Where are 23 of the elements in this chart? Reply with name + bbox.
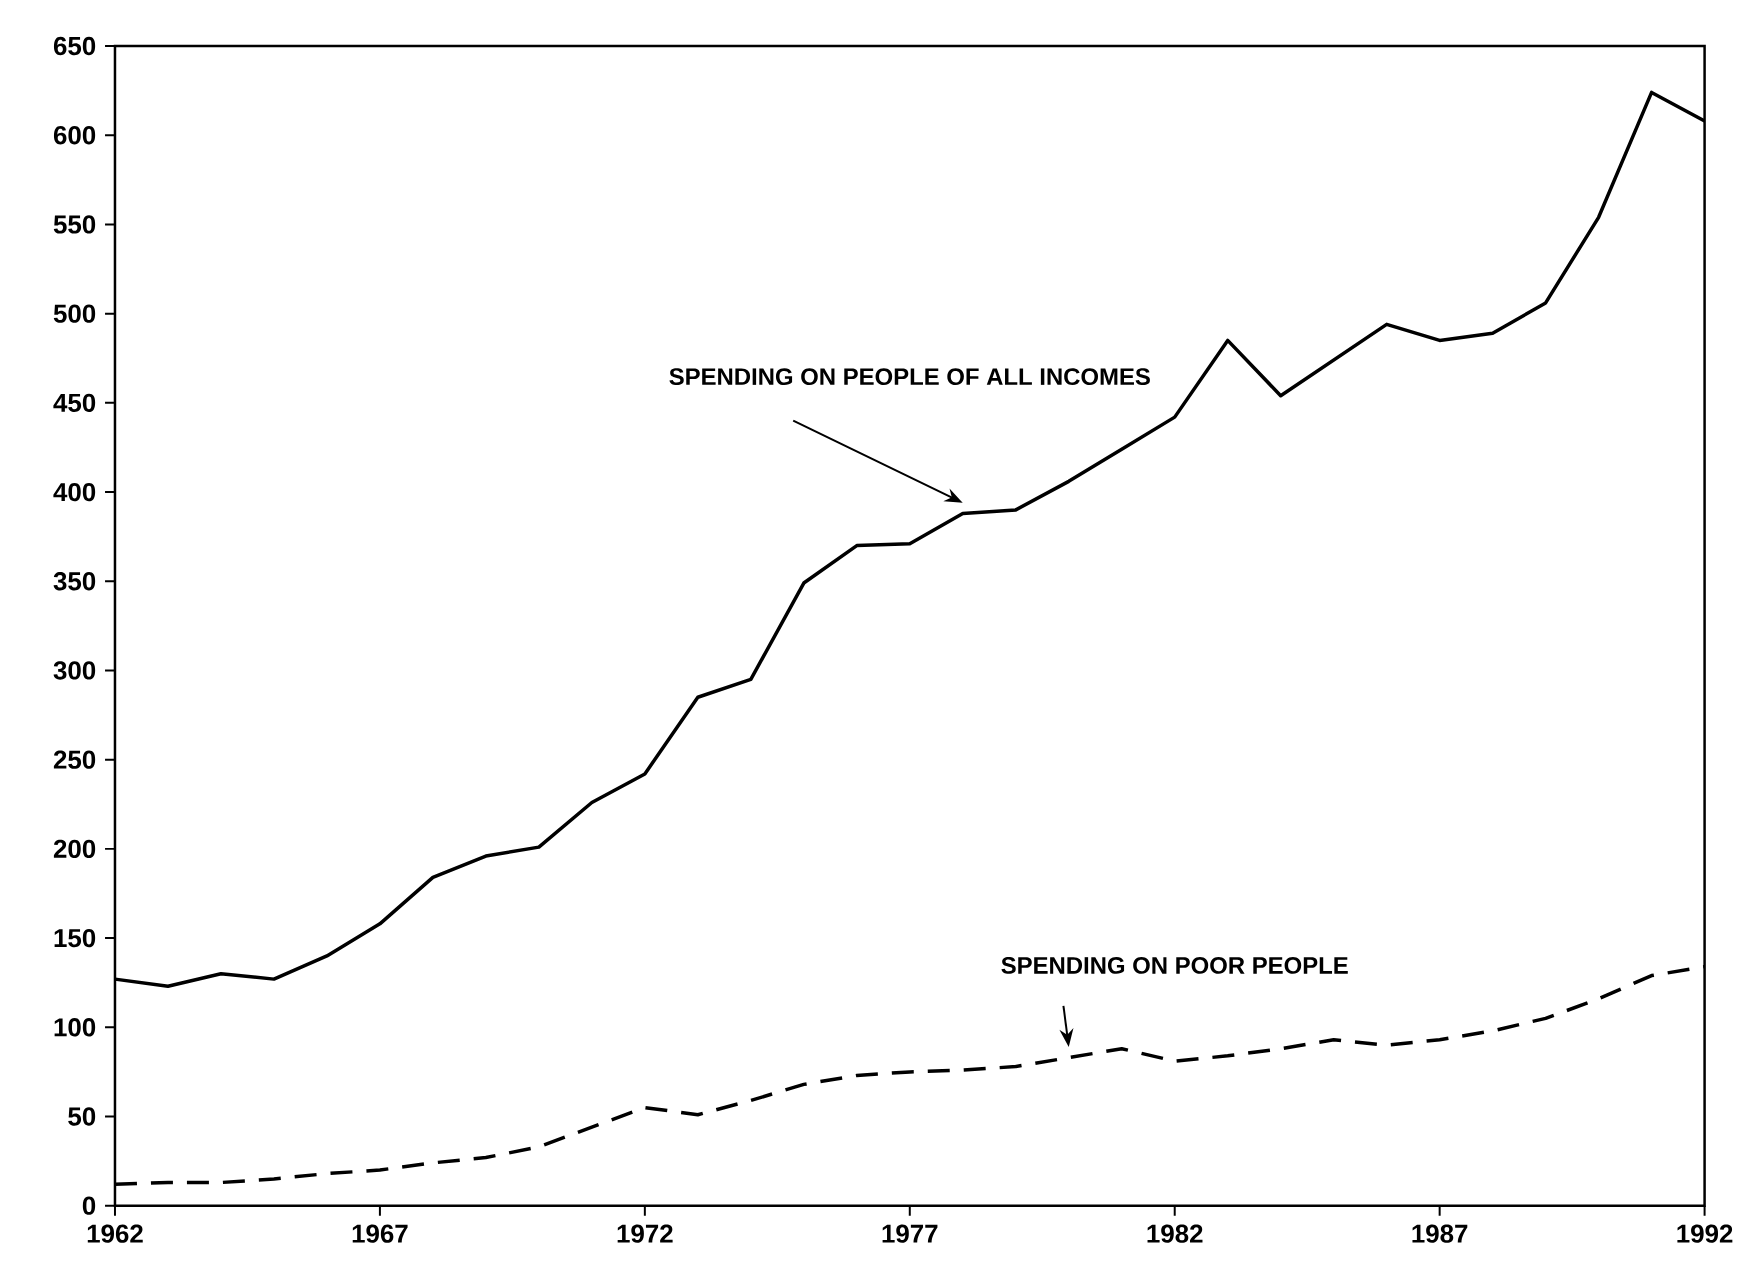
y-tick-label: 450 <box>53 393 96 413</box>
x-tick-label: 1982 <box>1147 1224 1203 1244</box>
y-tick-label: 100 <box>54 1018 96 1037</box>
y-tick-label: 500 <box>53 304 96 323</box>
y-tick-label: 250 <box>53 750 96 769</box>
x-tick-label: 1967 <box>352 1224 408 1244</box>
series-label: SPENDING ON PEOPLE OF ALL INCOMES <box>669 368 1150 386</box>
y-tick-label: 50 <box>68 1107 96 1126</box>
x-tick-label: 1977 <box>882 1224 938 1244</box>
y-tick-label: 400 <box>53 483 96 502</box>
y-tick-label: 600 <box>53 126 96 145</box>
y-tick-label: 0 <box>82 1196 96 1216</box>
x-tick-label: 1972 <box>617 1224 673 1244</box>
x-tick-label: 1987 <box>1412 1224 1468 1244</box>
x-tick-label: 1962 <box>87 1224 143 1244</box>
y-tick-label: 150 <box>54 929 96 948</box>
y-tick-label: 350 <box>53 572 96 591</box>
y-tick-label: 200 <box>53 839 96 859</box>
x-tick-label: 1992 <box>1677 1224 1733 1244</box>
y-tick-label: 550 <box>53 215 96 234</box>
y-tick-label: 300 <box>53 661 96 680</box>
y-tick-label: 650 <box>53 37 96 56</box>
text: SPENDING ON POOR PEOPLE <box>1001 957 1348 975</box>
